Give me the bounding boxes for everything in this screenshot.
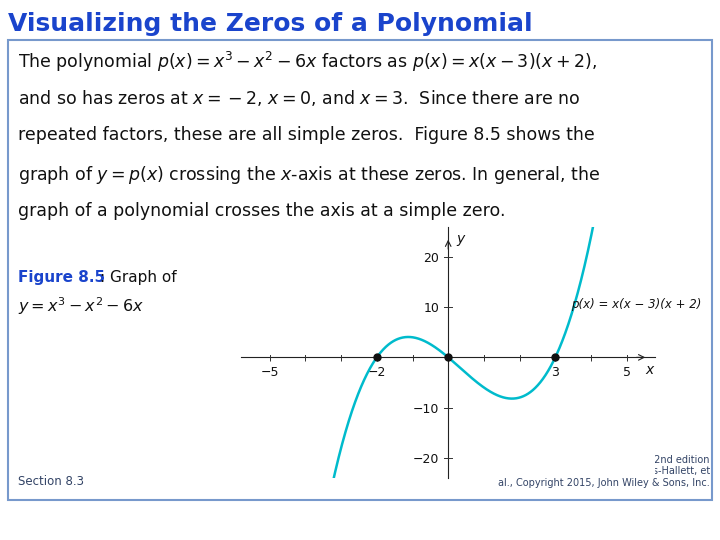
Text: Visualizing the Zeros of a Polynomial: Visualizing the Zeros of a Polynomial (8, 12, 533, 36)
Text: and so has zeros at $x = -2$, $x = 0$, and $x = 3$.  Since there are no: and so has zeros at $x = -2$, $x = 0$, a… (18, 88, 580, 108)
Text: $y = x^3 - x^2 - 6x$: $y = x^3 - x^2 - 6x$ (18, 295, 144, 316)
Text: ALGEBRA: FORM AND FUNCTION 2nd edition
by McCallum, Connally, Hughes-Hallett, et: ALGEBRA: FORM AND FUNCTION 2nd edition b… (492, 455, 710, 488)
Text: repeated factors, these are all simple zeros.  Figure 8.5 shows the: repeated factors, these are all simple z… (18, 126, 595, 144)
Text: graph of a polynomial crosses the axis at a simple zero.: graph of a polynomial crosses the axis a… (18, 202, 505, 220)
Text: Section 8.3: Section 8.3 (18, 475, 84, 488)
Text: Figure 8.5: Figure 8.5 (18, 270, 105, 285)
Text: y: y (456, 232, 465, 246)
Text: : Graph of: : Graph of (100, 270, 176, 285)
Text: The polynomial $p(x) = x^3 - x^2 - 6x$ factors as $p(x) = x(x - 3)(x + 2)$,: The polynomial $p(x) = x^3 - x^2 - 6x$ f… (18, 50, 597, 74)
Text: graph of $y = p(x)$ crossing the $x$-axis at these zeros. In general, the: graph of $y = p(x)$ crossing the $x$-axi… (18, 164, 600, 186)
FancyBboxPatch shape (8, 40, 712, 500)
Text: p(x) = x(x − 3)(x + 2): p(x) = x(x − 3)(x + 2) (572, 298, 702, 311)
Text: x: x (646, 363, 654, 377)
